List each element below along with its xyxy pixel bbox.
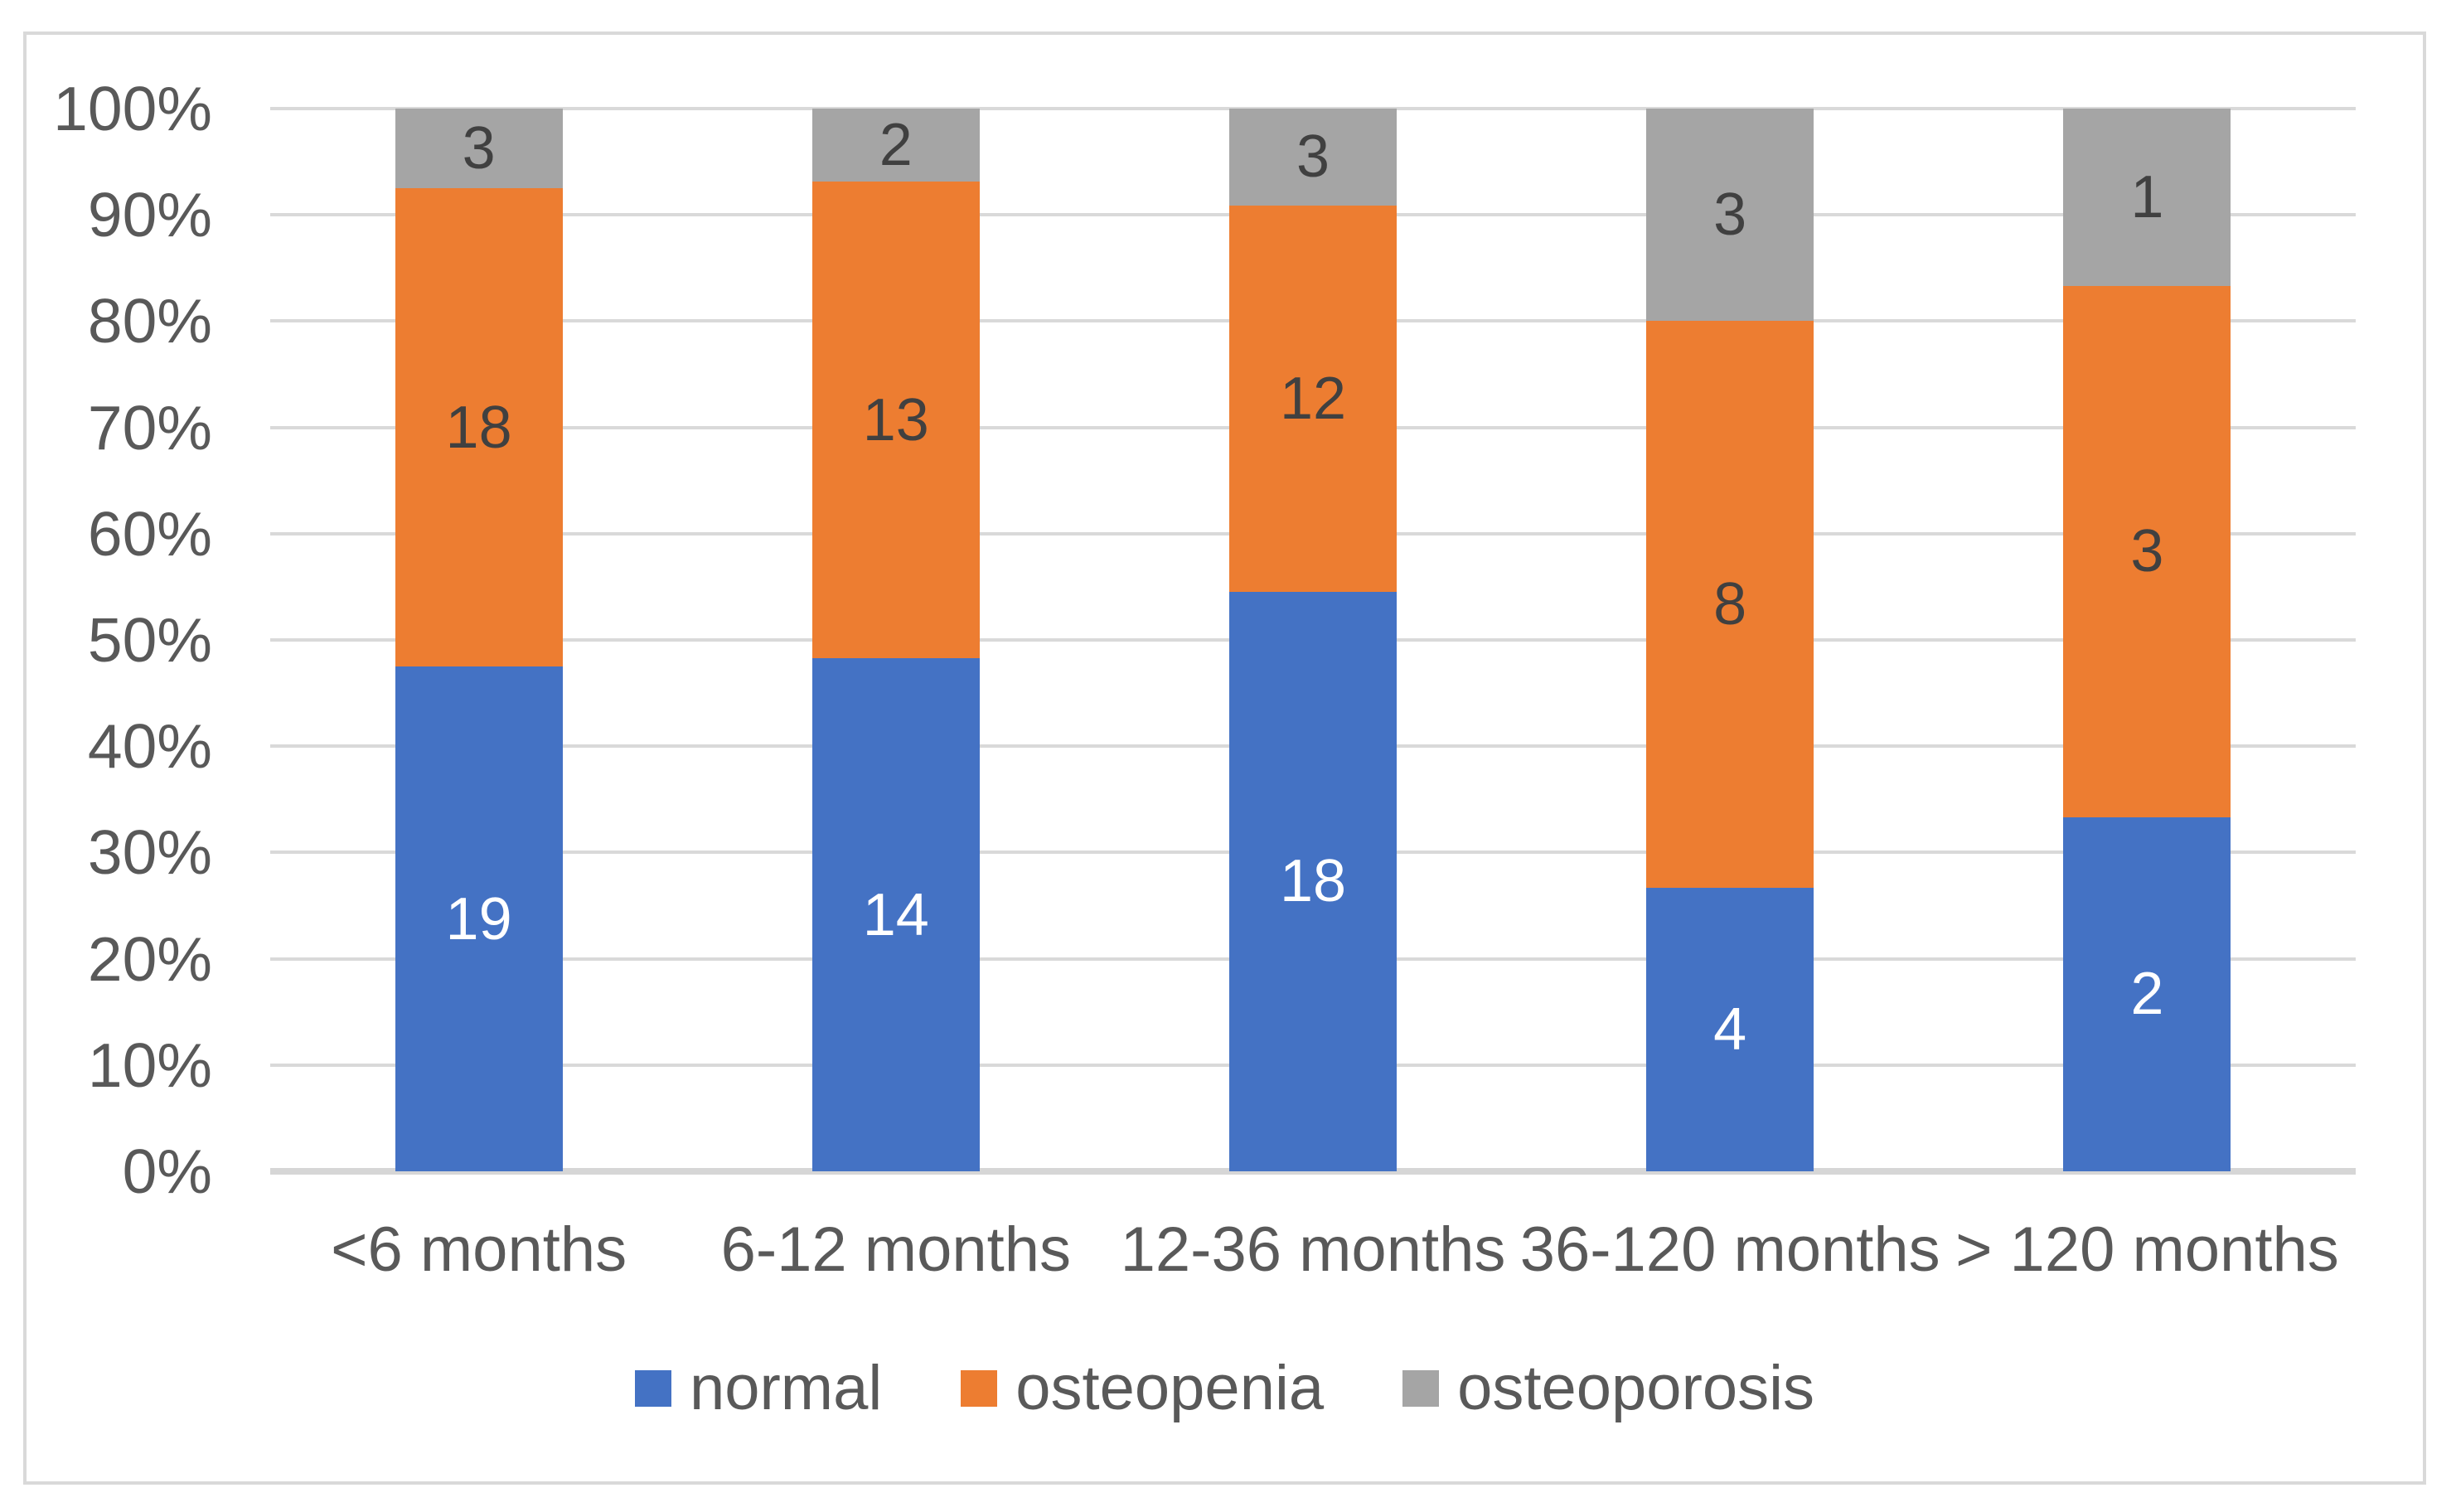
category-label: 12-36 months <box>1120 1214 1506 1285</box>
y-axis: 0% 10% 20% 30% 40% 50% 60% 70% 80% 90% 100% <box>27 35 212 1481</box>
legend-label: osteoporosis <box>1457 1353 1815 1423</box>
bar-segment-osteopenia: 3 <box>2063 285 2231 817</box>
category-label: <6 months <box>331 1214 627 1285</box>
chart-frame: 19 18 3 14 13 2 18 12 3 4 8 3 2 3 1 0% 10% 20% 30% 40% 50% 6… <box>23 32 2426 1485</box>
y-axis-tick-label: 20% <box>87 923 212 994</box>
legend-item-normal: normal <box>634 1351 883 1426</box>
bar-segment-osteoporosis: 2 <box>811 109 980 182</box>
legend: normal osteopenia osteoporosis <box>27 1351 2423 1426</box>
data-label: 2 <box>2130 961 2164 1028</box>
data-label: 13 <box>862 386 929 453</box>
bar-segment-osteopenia: 12 <box>1229 205 1397 592</box>
bar-segment-osteopenia: 8 <box>1646 321 1814 889</box>
legend-label: osteopenia <box>1015 1353 1325 1423</box>
bar-segment-normal: 14 <box>811 658 980 1171</box>
data-label: 8 <box>1713 571 1747 638</box>
category-label: 36-120 months <box>1519 1214 1940 1285</box>
data-label: 12 <box>1279 365 1347 432</box>
y-axis-tick-label: 80% <box>87 286 212 356</box>
y-axis-tick-label: 100% <box>53 74 212 143</box>
stacked-bar: 4 8 3 <box>1646 109 1814 1171</box>
bar-segment-osteopenia: 18 <box>395 188 563 667</box>
y-axis-tick-label: 50% <box>87 605 212 675</box>
gridline <box>270 107 2356 110</box>
legend-swatch-osteopenia <box>961 1370 998 1407</box>
data-label: 14 <box>862 881 929 948</box>
y-axis-tick-label: 40% <box>87 711 212 782</box>
stacked-bar: 19 18 3 <box>395 109 563 1171</box>
data-label: 1 <box>2130 163 2164 230</box>
data-label: 18 <box>445 394 512 461</box>
x-axis: <6 months 6-12 months 12-36 months 36-120 m… <box>270 1217 2356 1287</box>
bar-segment-osteopenia: 13 <box>811 182 980 659</box>
data-label: 3 <box>1713 182 1747 249</box>
bar-segment-osteoporosis: 3 <box>395 109 563 189</box>
data-label: 3 <box>462 115 496 182</box>
category-label: > 120 months <box>1955 1214 2339 1285</box>
data-label: 18 <box>1279 848 1347 915</box>
legend-swatch-osteoporosis <box>1402 1370 1440 1407</box>
bar-segment-normal: 4 <box>1646 888 1814 1171</box>
data-label: 4 <box>1713 996 1747 1064</box>
y-axis-tick-label: 0% <box>122 1136 212 1206</box>
data-label: 3 <box>1296 124 1330 191</box>
bar-segment-osteoporosis: 3 <box>1646 109 1814 322</box>
y-axis-tick-label: 10% <box>87 1030 212 1100</box>
bar-segment-normal: 18 <box>1229 591 1397 1171</box>
plot-area: 19 18 3 14 13 2 18 12 3 4 8 3 2 3 1 <box>270 107 2356 1175</box>
y-axis-tick-label: 70% <box>87 392 212 463</box>
legend-item-osteopenia: osteopenia <box>961 1351 1324 1426</box>
stacked-bar: 18 12 3 <box>1229 109 1397 1171</box>
legend-swatch-normal <box>634 1370 671 1407</box>
x-axis-line <box>270 1168 2356 1175</box>
legend-label: normal <box>689 1353 883 1423</box>
bar-segment-osteoporosis: 3 <box>1229 109 1397 206</box>
bar-segment-normal: 19 <box>395 666 563 1171</box>
data-label: 3 <box>2130 518 2164 585</box>
y-axis-tick-label: 30% <box>87 817 212 888</box>
y-axis-tick-label: 90% <box>87 180 212 250</box>
stacked-bar: 2 3 1 <box>2063 109 2231 1171</box>
data-label: 19 <box>445 885 512 952</box>
stacked-bar: 14 13 2 <box>811 109 980 1171</box>
category-label: 6-12 months <box>720 1214 1072 1285</box>
legend-item-osteoporosis: osteoporosis <box>1402 1351 1814 1426</box>
y-axis-tick-label: 60% <box>87 498 212 569</box>
bar-segment-osteoporosis: 1 <box>2063 109 2231 286</box>
bar-segment-normal: 2 <box>2063 817 2231 1171</box>
data-label: 2 <box>879 112 913 179</box>
